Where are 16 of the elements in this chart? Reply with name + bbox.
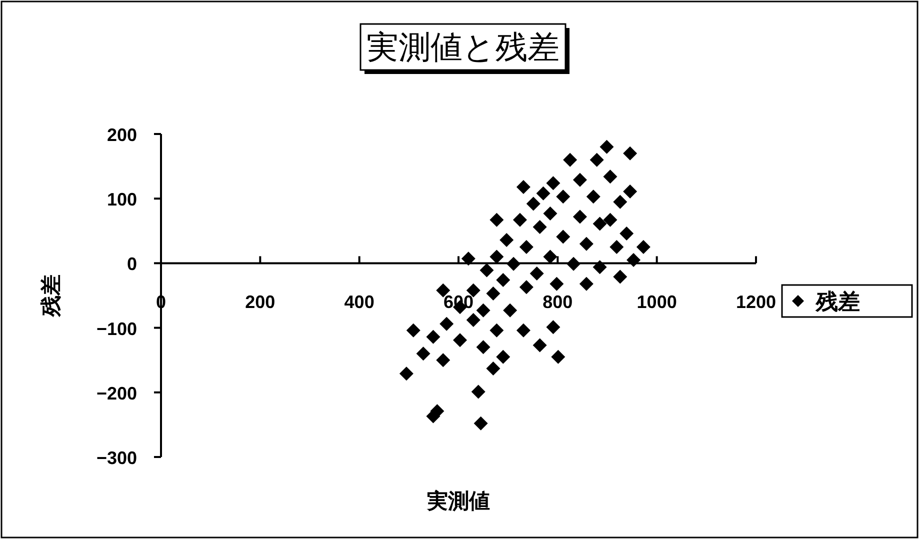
y-tick-label: −200 (96, 383, 137, 404)
y-tick-label: 200 (106, 125, 137, 145)
y-tick-label: 0 (126, 254, 137, 274)
y-tick-label: −300 (96, 448, 137, 468)
legend: 残差 (781, 284, 913, 318)
x-axis-title: 実測値 (426, 489, 490, 513)
y-tick-label: −100 (96, 318, 137, 339)
legend-label: 残差 (815, 289, 860, 314)
chart-title: 実測値と残差 (366, 28, 560, 66)
x-tick-label: 800 (542, 292, 573, 312)
x-tick-label: 200 (245, 292, 276, 312)
x-tick-label: 1200 (736, 292, 776, 312)
y-tick-label: 100 (106, 190, 137, 210)
x-tick-label: 400 (344, 292, 374, 312)
x-tick-label: 1000 (636, 292, 677, 312)
y-axis-title: 残差 (40, 274, 63, 318)
